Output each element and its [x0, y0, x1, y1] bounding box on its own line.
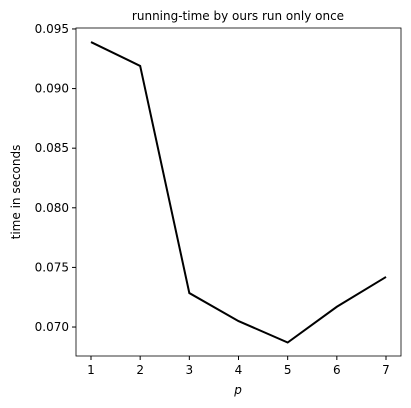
x-tick-label: 1	[87, 363, 95, 377]
y-tick-label: 0.070	[35, 320, 69, 334]
x-axis-label: p	[233, 383, 242, 397]
x-tick-label: 4	[235, 363, 243, 377]
data-line	[90, 41, 387, 344]
y-axis-label: time in seconds	[9, 145, 23, 240]
x-tick-label: 3	[186, 363, 194, 377]
x-tick-label: 5	[284, 363, 292, 377]
y-tick-label: 0.080	[35, 201, 69, 215]
y-tick-label: 0.085	[35, 141, 69, 155]
y-tick-label: 0.090	[35, 82, 69, 96]
x-tick-label: 6	[333, 363, 341, 377]
plot-frame	[75, 27, 402, 357]
x-tick-label: 2	[136, 363, 144, 377]
y-tick-label: 0.095	[35, 22, 69, 36]
chart-title: running-time by ours run only once	[132, 9, 344, 23]
x-tick-label: 7	[382, 363, 390, 377]
y-tick-label: 0.075	[35, 260, 69, 274]
